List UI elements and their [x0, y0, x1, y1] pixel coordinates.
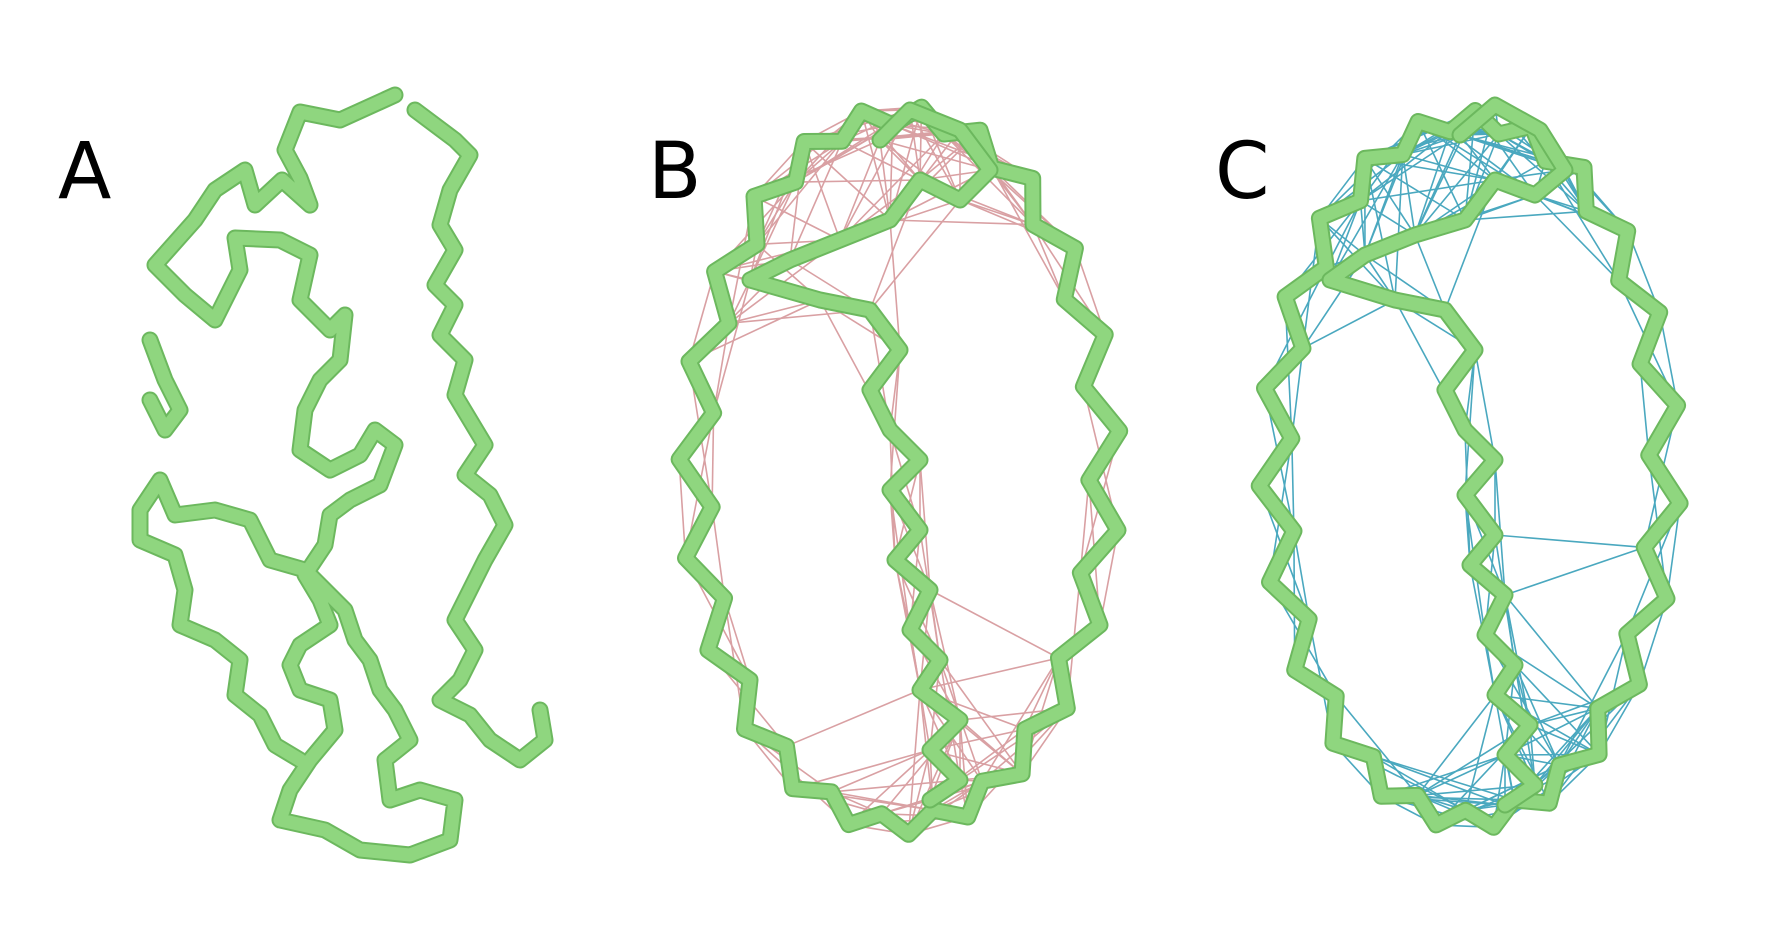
backbone-c-inner [1323, 98, 1572, 812]
contact-edge [711, 412, 715, 508]
contact-edge [1291, 348, 1304, 439]
backbone-c [1250, 96, 1689, 836]
contact-edge [1414, 131, 1451, 236]
backbone-a-helix [408, 103, 552, 767]
contact-edge [831, 749, 931, 793]
contact-edge [1417, 784, 1536, 797]
panel-label-a: A [58, 127, 111, 217]
contact-edge [1401, 154, 1416, 236]
contact-edge [839, 133, 945, 241]
contact-edge [1514, 664, 1600, 755]
contact-edge [879, 139, 891, 221]
contact-edge [1329, 154, 1404, 281]
contact-edge [803, 140, 891, 221]
contact-edge [869, 199, 961, 311]
contact-edge [1414, 133, 1500, 236]
contact-edge [959, 719, 1023, 775]
contact-edge [909, 109, 961, 201]
panel-label-c: C [1215, 127, 1269, 217]
contact-edge [1417, 121, 1466, 221]
backbone-a-main [133, 88, 462, 862]
contact-edge [1291, 438, 1295, 532]
contact-edge [939, 659, 1023, 775]
contact-edge [1335, 695, 1419, 796]
contact-edge [1474, 349, 1496, 461]
contact-edge [786, 689, 921, 747]
contact-edge [753, 195, 841, 241]
contact-edge [907, 689, 921, 835]
contact-edge [1504, 546, 1645, 596]
contact-edge [981, 657, 1060, 782]
panel-a: A [58, 86, 554, 864]
contact-edge [831, 779, 961, 793]
contact-edge [749, 181, 797, 281]
contact-edge [879, 139, 921, 181]
contact-edge [1504, 594, 1599, 709]
contact-edge [1414, 234, 1446, 311]
contact-edge [1302, 299, 1396, 349]
backbone-a [131, 86, 554, 864]
contact-edge [1459, 134, 1496, 181]
contact-edge [1494, 534, 1645, 549]
panel-label-b: B [648, 127, 702, 217]
contact-edge [1364, 157, 1466, 221]
contact-edge [712, 279, 751, 414]
contact-edge [1360, 200, 1416, 236]
contact-edge [889, 219, 1034, 226]
panel-b: B [648, 98, 1129, 843]
contact-edge [1416, 694, 1496, 796]
backbone-b-inner [743, 103, 997, 807]
contact-edge [1079, 480, 1090, 573]
backbone-b [670, 98, 1129, 843]
contact-edge [1364, 157, 1416, 236]
backbone-a-loop [143, 333, 187, 437]
contact-edge [860, 110, 891, 221]
contact-edge [712, 323, 730, 414]
contact-edge [789, 140, 843, 261]
contact-edge [711, 506, 726, 599]
contact-edge [1534, 194, 1620, 282]
contact-edge [1417, 754, 1506, 797]
contact-edge [1402, 153, 1496, 181]
contact-edge [803, 141, 841, 241]
contact-edge [1414, 134, 1461, 236]
contact-edge [889, 219, 901, 351]
contact-edge [1558, 633, 1628, 766]
backbone-b-outer [672, 100, 1127, 841]
contact-edge [1464, 210, 1587, 221]
contact-edge [1402, 133, 1499, 156]
panel-c: C [1215, 96, 1689, 836]
contact-edge [1639, 363, 1650, 456]
contact-edge [839, 139, 881, 241]
contact-edge [991, 167, 1066, 300]
contact-edge [1293, 530, 1310, 620]
contact-edge [1360, 179, 1496, 202]
backbone-c-outer [1252, 104, 1687, 834]
contact-edge [889, 124, 894, 221]
contact-edge [1373, 755, 1506, 806]
contact-edge [929, 589, 1059, 659]
contact-edge [919, 657, 1059, 691]
